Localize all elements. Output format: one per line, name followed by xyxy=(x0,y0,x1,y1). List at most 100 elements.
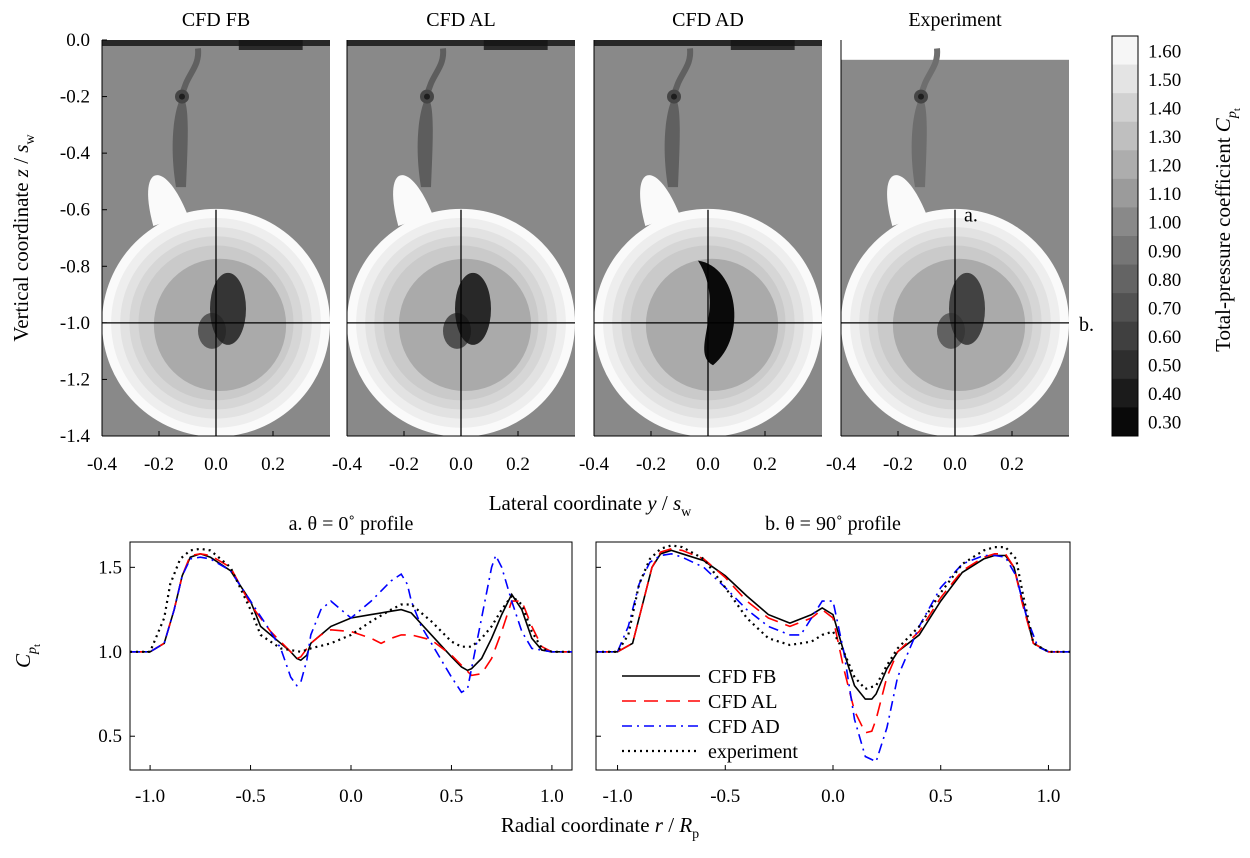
contour-x-tick-label: 0.2 xyxy=(261,454,285,475)
contour-axes: CFD FB -0.4 -0.2 0.0 0.2 CFD AL -0.4 -0.2 0.0 0.2… xyxy=(60,9,1094,475)
profile-y-tick-label: 0.5 xyxy=(98,726,122,747)
profile-x-tick-label: 0.5 xyxy=(929,786,953,807)
colorbar-swatch xyxy=(1112,150,1138,180)
slipstream-tail xyxy=(640,175,680,226)
colorbar-tick-label: 0.50 xyxy=(1148,356,1181,377)
wake-trail xyxy=(911,96,927,188)
colorbar-tick-label: 0.80 xyxy=(1148,270,1181,291)
profile-panel: b. θ = 90˚ profile -1.0 -0.5 0.0 0.5 1.0 xyxy=(595,513,1071,807)
contour-panel-title: Experiment xyxy=(908,9,1002,31)
contour-x-tick-label: -0.2 xyxy=(144,454,174,475)
colorbar-swatch xyxy=(1112,121,1138,151)
contour-panel xyxy=(102,40,330,437)
contour-x-tick-label: 0.2 xyxy=(753,454,777,475)
colorbar-swatch xyxy=(1112,264,1138,294)
series-line-cfd-ad xyxy=(596,552,1070,763)
profile-y-axis-label: Cpt xyxy=(11,644,43,668)
colorbar-swatch xyxy=(1112,207,1138,237)
contour-x-tick-label: -0.4 xyxy=(826,454,857,475)
wake-trail xyxy=(664,96,680,188)
colorbar-swatch xyxy=(1112,350,1138,380)
slipstream-tail xyxy=(887,175,927,226)
colorbar-tick-label: 0.40 xyxy=(1148,384,1181,405)
colorbar-frame xyxy=(1111,35,1139,437)
profile-y-tick-label: 1.5 xyxy=(98,557,122,578)
contour-y-tick-label: -1.2 xyxy=(60,369,90,390)
colorbar-tick-label: 0.30 xyxy=(1148,413,1181,434)
tip-vortex-core xyxy=(179,93,185,100)
boundary-layer-dark xyxy=(730,40,795,50)
contour-x-tick-label: 0.0 xyxy=(943,454,967,475)
profile-x-tick-label: 1.0 xyxy=(540,786,564,807)
contour-panel-title: CFD AL xyxy=(426,9,495,31)
legend-label: CFD FB xyxy=(708,666,776,688)
profile-x-axis-label: Radial coordinate r / Rp xyxy=(501,813,699,842)
colorbar-swatch xyxy=(1112,64,1138,94)
wall-boundary-layer xyxy=(102,40,330,46)
series-line-cfd-fb xyxy=(130,552,572,672)
series-line-experiment xyxy=(596,544,1070,691)
series-line-cfd-ad xyxy=(130,553,572,694)
hub-vortex-lobe xyxy=(937,312,965,349)
series-line-cfd-al xyxy=(596,547,1070,734)
colorbar-swatch xyxy=(1112,236,1138,266)
profile-y-tick-label: 1.0 xyxy=(98,642,122,663)
colorbar-swatch xyxy=(1112,407,1138,437)
colorbar-swatch xyxy=(1112,36,1138,66)
wake-trail xyxy=(172,96,188,188)
colorbar-tick-label: 1.20 xyxy=(1148,156,1181,177)
contour-x-tick-label: 0.0 xyxy=(696,454,720,475)
slipstream-tail xyxy=(148,175,188,226)
wall-boundary-layer xyxy=(594,40,822,46)
profile-x-tick-label: -1.0 xyxy=(135,786,165,807)
colorbar-swatch xyxy=(1112,293,1138,323)
colorbar-tick-label: 0.60 xyxy=(1148,327,1181,348)
legend-label: CFD AD xyxy=(708,716,780,738)
colorbar-tick-label: 1.30 xyxy=(1148,127,1181,148)
profile-x-tick-label: 0.5 xyxy=(440,786,464,807)
wake-trail xyxy=(417,96,433,188)
colorbar-swatch xyxy=(1112,321,1138,351)
profile-x-tick-label: 0.0 xyxy=(821,786,845,807)
legend-label: CFD AL xyxy=(708,691,777,713)
hub-vortex xyxy=(698,260,735,366)
contour-x-tick-label: 0.0 xyxy=(204,454,228,475)
colorbar-swatch xyxy=(1112,178,1138,208)
contour-y-tick-label: -0.4 xyxy=(60,143,91,164)
profile-panel-title: a. θ = 0˚ profile xyxy=(289,513,414,535)
profile-panels: a. θ = 0˚ profile -1.0 -0.5 0.0 0.5 1.0 1.5 1.0… xyxy=(98,513,1071,807)
contour-x-axis-label: Lateral coordinate y / sw xyxy=(489,491,692,520)
contour-x-tick-label: -0.2 xyxy=(636,454,666,475)
contour-x-tick-label: -0.2 xyxy=(389,454,419,475)
contour-panel xyxy=(841,48,1069,437)
boundary-layer-dark xyxy=(238,40,303,50)
profile-frame xyxy=(129,541,573,771)
contour-x-tick-label: 0.2 xyxy=(506,454,530,475)
colorbar-label: Total-pressure coefficient Cpt xyxy=(1211,108,1243,352)
profile-panel: a. θ = 0˚ profile -1.0 -0.5 0.0 0.5 1.0 1.5 1.0… xyxy=(98,513,573,807)
contour-y-tick-label: -0.2 xyxy=(60,87,90,108)
colorbar-tick-label: 1.40 xyxy=(1148,98,1181,119)
profile-panel-title: b. θ = 90˚ profile xyxy=(765,513,901,535)
colorbar-tick-label: 1.00 xyxy=(1148,213,1181,234)
contour-y-tick-label: 0.0 xyxy=(66,30,90,51)
contour-x-tick-label: -0.2 xyxy=(883,454,913,475)
series-line-cfd-al xyxy=(130,552,572,677)
contour-panel-title: CFD FB xyxy=(182,9,250,31)
colorbar: 1.60 1.50 1.40 1.30 1.20 1.10 1.00 0.90 0.80 0.70… xyxy=(1111,35,1181,437)
contour-y-tick-label: -1.0 xyxy=(60,313,90,334)
hub-vortex-lobe xyxy=(198,312,226,349)
contour-x-tick-label: 0.0 xyxy=(449,454,473,475)
series-line-cfd-fb xyxy=(596,549,1070,700)
contour-y-tick-label: -1.4 xyxy=(60,426,91,447)
profile-label-a: a. xyxy=(964,205,978,227)
hub-vortex-lobe xyxy=(443,312,471,349)
profile-series-group xyxy=(596,544,1070,763)
contour-y-tick-label: -0.6 xyxy=(60,200,90,221)
contour-x-tick-label: 0.2 xyxy=(1000,454,1024,475)
series-line-experiment xyxy=(130,547,572,653)
contour-panel xyxy=(347,40,575,437)
profile-series-group xyxy=(130,547,572,694)
profile-x-tick-label: 0.0 xyxy=(339,786,363,807)
